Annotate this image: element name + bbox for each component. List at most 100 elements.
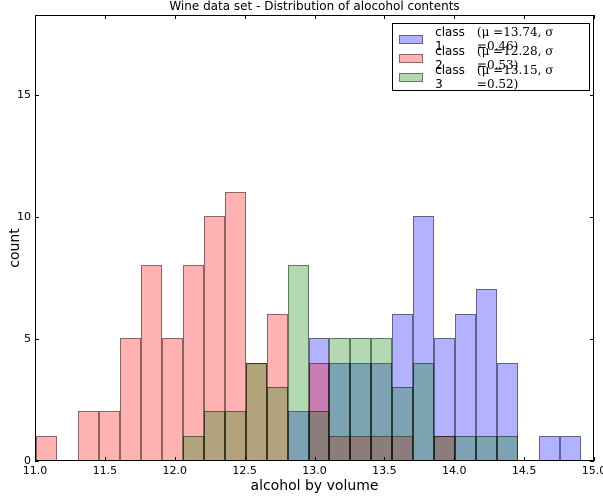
histogram-bar-class-2 [350, 435, 372, 460]
histogram-bar-class-1 [497, 362, 519, 460]
histogram-bar-class-2 [392, 435, 414, 460]
histogram-bar-class-2 [224, 191, 246, 460]
legend-swatch-blue [399, 34, 424, 44]
histogram-bar-class-2 [308, 362, 330, 460]
histogram-bar-class-3 [434, 435, 456, 460]
histogram-bar-class-2 [182, 265, 204, 460]
histogram-bar-class-1 [308, 338, 330, 460]
x-tick-mark [35, 457, 36, 461]
x-tick-mark [104, 15, 106, 19]
x-tick-mark [35, 15, 36, 19]
histogram-bar-class-1 [476, 289, 498, 460]
x-tick-mark [174, 15, 176, 19]
y-tick-mark [590, 217, 594, 219]
histogram-bar-class-2 [140, 265, 162, 460]
histogram-bar-class-3 [455, 435, 477, 460]
y-tick-label: 0 [24, 454, 31, 467]
histogram-bar-class-2 [98, 411, 120, 460]
histogram-bar-class-2 [161, 338, 183, 460]
histogram-bar-class-1 [329, 362, 351, 460]
histogram-bar-class-1 [413, 216, 435, 460]
y-tick-mark [590, 95, 594, 97]
histogram-bar-class-3 [224, 411, 246, 460]
legend-item-class-2: class 2 (μ =12.28, σ =0.53) [399, 44, 589, 72]
histogram-bar-class-3 [245, 362, 267, 460]
y-tick-mark [590, 461, 594, 462]
histogram-bar-class-2 [245, 362, 267, 460]
histogram-bar-class-3 [476, 435, 498, 460]
histogram-bar-class-2 [36, 435, 57, 460]
x-tick-label: 11.5 [92, 464, 118, 477]
histogram-bar-class-3 [203, 411, 225, 460]
legend-swatch-red [399, 53, 424, 63]
x-tick-mark [174, 457, 176, 461]
x-tick-mark [594, 15, 595, 19]
legend-item-class-1: class 1 (μ =13.74, σ =0.46) [399, 25, 589, 53]
x-tick-mark [454, 15, 456, 19]
x-tick-label: 14.0 [442, 464, 467, 477]
histogram-bar-class-1 [560, 435, 582, 460]
x-tick-mark [244, 457, 246, 461]
y-tick-label: 15 [17, 88, 31, 102]
x-tick-label: 12.0 [162, 464, 188, 477]
x-axis-label: alcohol by volume [250, 478, 379, 494]
histogram-bar-class-2 [203, 216, 225, 460]
histogram-bar-class-1 [539, 435, 561, 460]
y-tick-label: 10 [17, 210, 31, 224]
histogram-bar-class-3 [308, 411, 330, 460]
legend-label: class 3 [435, 63, 465, 91]
x-tick-mark [454, 457, 456, 461]
legend-label: class 2 [435, 44, 465, 72]
x-tick-label: 13.5 [372, 464, 397, 477]
y-tick-label: 5 [24, 332, 31, 346]
x-tick-label: 14.5 [511, 464, 537, 477]
x-tick-mark [244, 15, 246, 19]
histogram-bar-class-2 [119, 338, 141, 460]
x-tick-mark [384, 457, 386, 461]
x-tick-label: 15.0 [581, 464, 603, 477]
histogram-bar-class-1 [434, 338, 456, 460]
legend-stats: (μ =13.15, σ =0.52) [476, 63, 554, 91]
histogram-bar-class-2 [434, 435, 456, 460]
histogram-bar-class-2 [77, 411, 99, 460]
histogram-bar-class-3 [182, 435, 204, 460]
histogram-bar-class-3 [329, 338, 351, 460]
x-tick-label: 12.5 [232, 464, 257, 477]
y-axis-label: count [7, 228, 23, 268]
histogram-bar-class-2 [329, 435, 351, 460]
histogram-bar-class-1 [371, 362, 393, 460]
histogram-bar-class-3 [350, 338, 372, 460]
y-tick-mark [35, 461, 39, 462]
legend-swatch-green [399, 72, 424, 82]
y-tick-mark [35, 95, 39, 97]
histogram-bar-class-1 [287, 411, 309, 460]
histogram-bar-class-1 [392, 313, 414, 460]
y-tick-mark [35, 339, 39, 341]
legend: class 1 (μ =13.74, σ =0.46) class 2 (μ =… [392, 23, 590, 91]
legend-label: class 1 [435, 25, 465, 53]
legend-item-class-3: class 3 (μ =13.15, σ =0.52) [399, 63, 589, 91]
histogram-bar-class-3 [371, 338, 393, 460]
histogram-bar-class-3 [392, 386, 414, 460]
x-tick-label: 13.0 [302, 464, 327, 477]
x-tick-mark [524, 15, 526, 19]
histogram-bar-class-3 [287, 265, 309, 460]
x-tick-mark [384, 15, 386, 19]
histogram-bar-class-1 [455, 313, 477, 460]
legend-stats: (μ =12.28, σ =0.53) [476, 44, 554, 72]
x-tick-mark [104, 457, 106, 461]
x-tick-mark [314, 457, 316, 461]
x-tick-mark [314, 15, 316, 19]
histogram-bar-class-2 [371, 435, 393, 460]
chart-title: Wine data set - Distribution of alocohol… [169, 0, 460, 13]
x-tick-mark [524, 457, 526, 461]
histogram-bar-class-3 [497, 435, 519, 460]
histogram-bar-class-1 [350, 362, 372, 460]
legend-stats: (μ =13.74, σ =0.46) [476, 25, 554, 53]
y-tick-mark [35, 217, 39, 219]
histogram-bar-class-2 [266, 313, 288, 460]
x-tick-label: 11.0 [22, 464, 48, 477]
histogram-bar-class-3 [413, 362, 435, 460]
histogram-bar-class-3 [266, 386, 288, 460]
x-tick-mark [594, 457, 595, 461]
